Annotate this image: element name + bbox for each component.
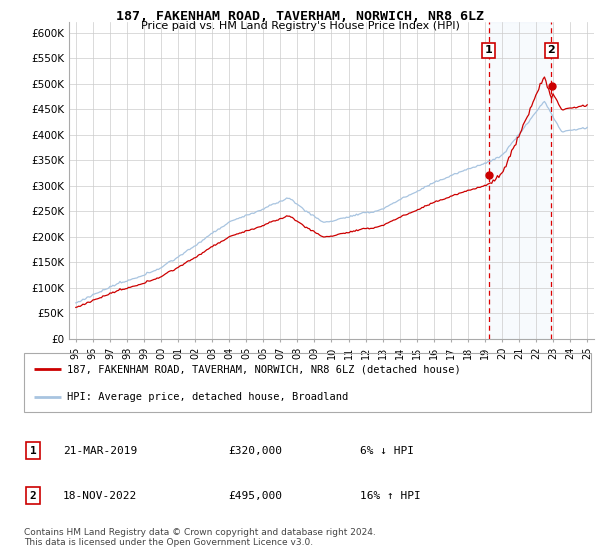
Text: 2: 2 (29, 491, 37, 501)
Text: 1: 1 (485, 45, 493, 55)
Text: 187, FAKENHAM ROAD, TAVERHAM, NORWICH, NR8 6LZ (detached house): 187, FAKENHAM ROAD, TAVERHAM, NORWICH, N… (67, 364, 460, 374)
Text: £495,000: £495,000 (228, 491, 282, 501)
Text: 16% ↑ HPI: 16% ↑ HPI (360, 491, 421, 501)
Text: 1: 1 (29, 446, 37, 456)
Text: Contains HM Land Registry data © Crown copyright and database right 2024.
This d: Contains HM Land Registry data © Crown c… (24, 528, 376, 547)
Text: 2: 2 (548, 45, 555, 55)
Bar (489, 22, 551, 339)
Text: 21-MAR-2019: 21-MAR-2019 (63, 446, 137, 456)
Text: £320,000: £320,000 (228, 446, 282, 456)
Text: 6% ↓ HPI: 6% ↓ HPI (360, 446, 414, 456)
Text: Price paid vs. HM Land Registry's House Price Index (HPI): Price paid vs. HM Land Registry's House … (140, 21, 460, 31)
Text: 18-NOV-2022: 18-NOV-2022 (63, 491, 137, 501)
Text: HPI: Average price, detached house, Broadland: HPI: Average price, detached house, Broa… (67, 392, 348, 402)
Text: 187, FAKENHAM ROAD, TAVERHAM, NORWICH, NR8 6LZ: 187, FAKENHAM ROAD, TAVERHAM, NORWICH, N… (116, 10, 484, 23)
